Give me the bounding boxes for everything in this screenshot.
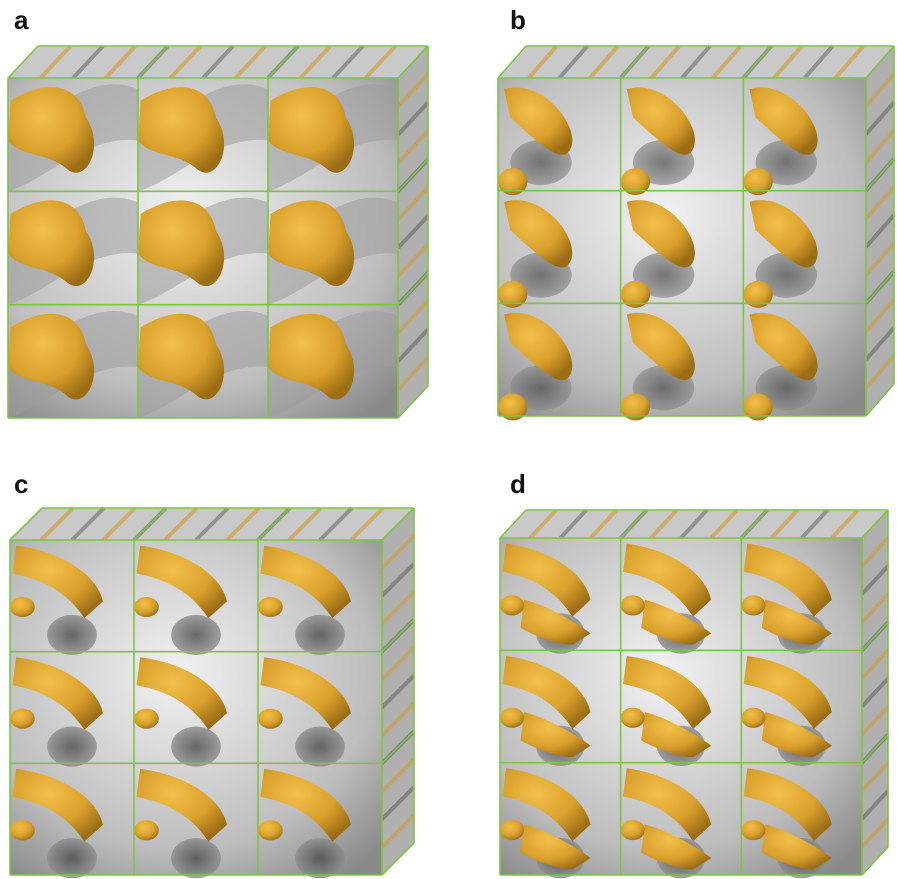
panel-label: c	[14, 469, 28, 499]
gold-knob	[621, 595, 645, 615]
dark-hole	[295, 615, 345, 655]
panel: b	[498, 5, 894, 421]
gold-knob	[258, 709, 283, 729]
dark-hole	[295, 726, 345, 766]
panel: c	[10, 469, 414, 878]
gold-knob	[741, 708, 765, 728]
gold-knob	[500, 708, 524, 728]
gold-knob	[10, 820, 35, 840]
gold-knob	[621, 820, 645, 840]
gold-knob	[10, 709, 35, 729]
panel-label: a	[14, 5, 29, 35]
gold-knob	[500, 820, 524, 840]
panel-label: b	[510, 5, 526, 35]
page: {"panels": [{"label": "a"}, {"label": "b…	[0, 0, 897, 879]
gold-knob	[134, 709, 159, 729]
dark-hole	[171, 615, 221, 655]
panel: d	[500, 469, 888, 878]
dark-hole	[47, 615, 97, 655]
panel-label: d	[510, 469, 526, 499]
dark-hole	[47, 726, 97, 766]
gold-knob	[258, 820, 283, 840]
gold-knob	[10, 597, 35, 617]
figure: a b c d	[0, 0, 897, 879]
gold-knob	[621, 708, 645, 728]
gold-knob	[741, 820, 765, 840]
gold-knob	[258, 597, 283, 617]
gold-knob	[134, 597, 159, 617]
dark-hole	[171, 838, 221, 878]
dark-hole	[47, 838, 97, 878]
gold-knob	[134, 820, 159, 840]
panel: a	[8, 5, 428, 418]
gold-knob	[500, 595, 524, 615]
dark-hole	[295, 838, 345, 878]
gold-knob	[741, 595, 765, 615]
dark-hole	[171, 726, 221, 766]
